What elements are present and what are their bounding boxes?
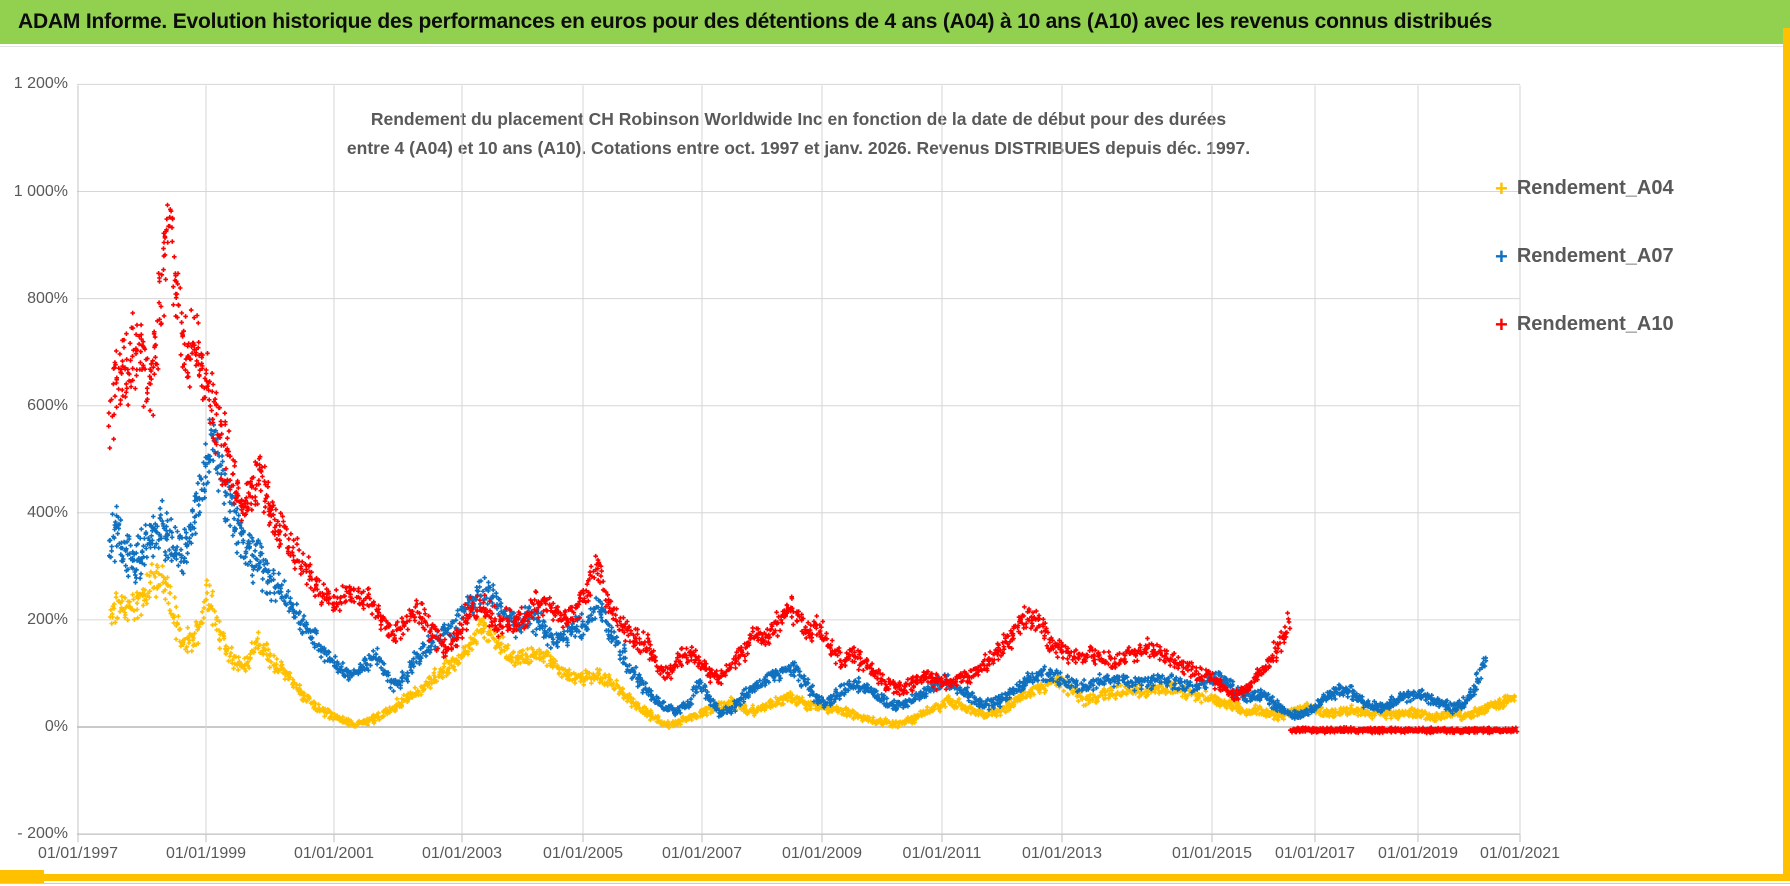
y-axis-label: - 200%: [17, 825, 68, 843]
y-axis-label: 800%: [27, 289, 68, 307]
y-axis-label: 400%: [27, 503, 68, 521]
chart-title-line1: Rendement du placement CH Robinson World…: [370, 109, 1227, 129]
y-axis-label: 0%: [44, 718, 68, 735]
legend-label: Rendement_A04: [1516, 177, 1674, 199]
legend-plus-marker-icon: +: [1495, 243, 1508, 269]
gold-border-corner: [0, 870, 44, 883]
legend-plus-marker-icon: +: [1495, 175, 1508, 201]
series-A07: [107, 417, 1489, 721]
x-axis-label: 01/01/1999: [165, 845, 247, 862]
legend-plus-marker-icon: +: [1495, 311, 1508, 337]
legend-item-rendement_a10[interactable]: + Rendement_A10: [1495, 313, 1674, 336]
divider: [0, 46, 1790, 47]
legend-label: Rendement_A07: [1516, 245, 1674, 267]
legend-item-rendement_a07[interactable]: + Rendement_A07: [1495, 245, 1674, 268]
y-axis-label: 200%: [27, 610, 68, 628]
series-A04: [108, 561, 1517, 730]
series-A10-flat-marks: [1288, 725, 1520, 736]
bottom-divider: [0, 883, 1790, 884]
x-axis-label: 01/01/2003: [421, 845, 503, 862]
x-axis-label: 01/01/2011: [902, 845, 982, 862]
chart-title-line2: entre 4 (A04) et 10 ans (A10). Cotations…: [346, 138, 1251, 158]
chart-region[interactable]: Rendement du placement CH Robinson World…: [0, 47, 1783, 874]
x-axis-label: 01/01/2021: [1479, 845, 1561, 862]
gold-border-right: [1783, 28, 1790, 881]
x-axis-label: 01/01/2009: [781, 845, 863, 862]
x-axis-label: 01/01/1997: [37, 845, 119, 862]
legend-item-rendement_a04[interactable]: + Rendement_A04: [1495, 177, 1674, 200]
x-axis-label: 01/01/2019: [1377, 845, 1459, 862]
x-axis-label: 01/01/2001: [293, 845, 375, 862]
gold-border-bottom: [0, 874, 1790, 881]
chart-title: Rendement du placement CH Robinson World…: [77, 105, 1520, 163]
x-axis-label: 01/01/2005: [542, 845, 624, 862]
y-axis-label: 1 000%: [13, 182, 68, 200]
x-axis-label: 01/01/2017: [1274, 845, 1356, 862]
x-axis-label: 01/01/2013: [1021, 845, 1103, 862]
banner-title: ADAM Informe. Evolution historique des p…: [0, 0, 1790, 44]
x-axis-label: 01/01/2015: [1171, 845, 1253, 862]
y-axis-label: 1 200%: [13, 75, 68, 93]
x-axis-label: 01/01/2007: [661, 845, 743, 862]
y-axis-label: 600%: [27, 396, 68, 414]
legend-label: Rendement_A10: [1516, 313, 1674, 335]
series-A10: [106, 202, 1293, 703]
